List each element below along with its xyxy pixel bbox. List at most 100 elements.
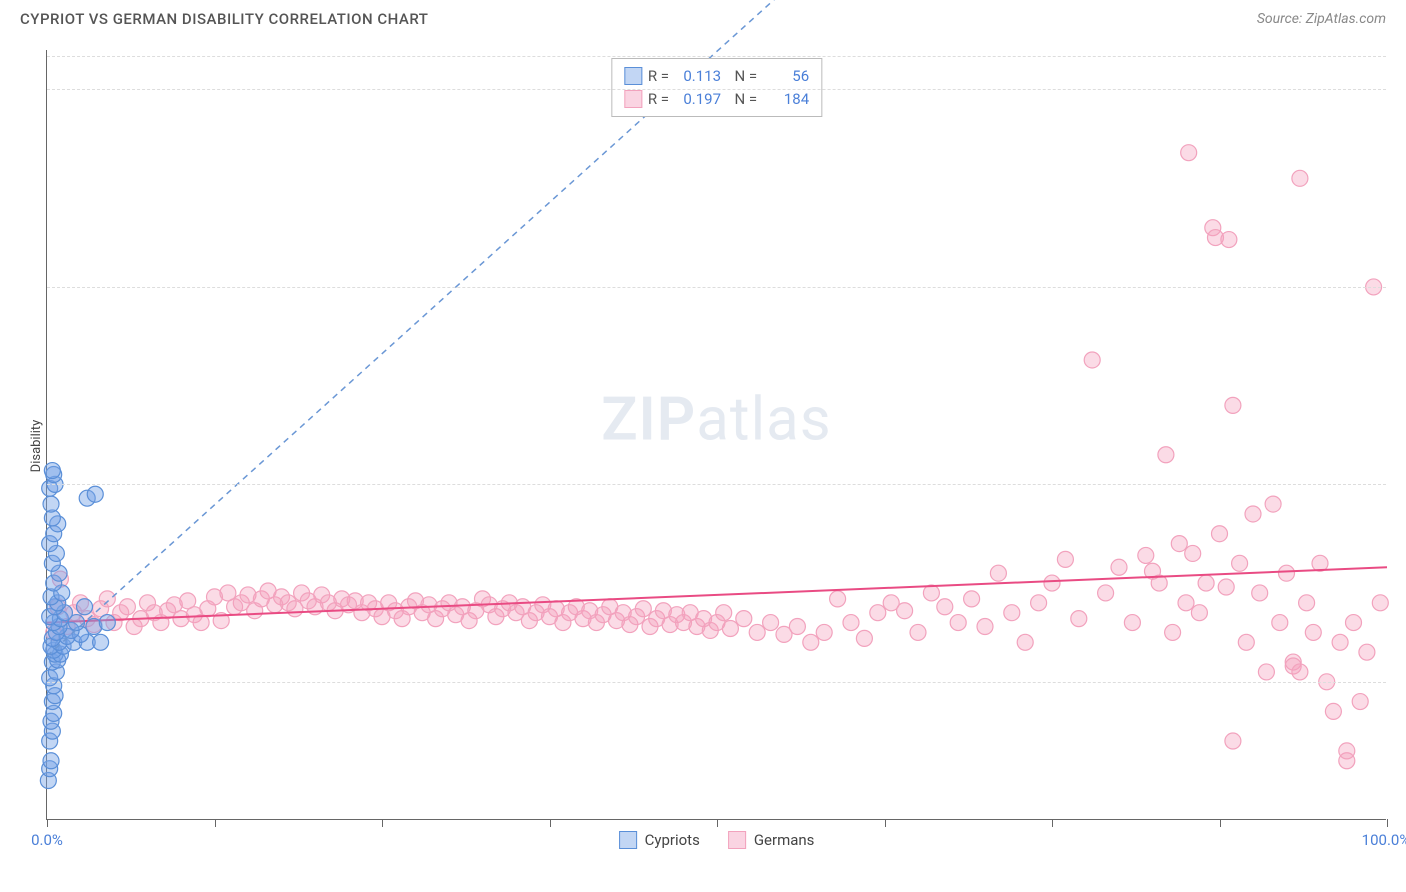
x-tick [1052, 819, 1053, 827]
data-point [1232, 555, 1248, 571]
r-label: R = [648, 65, 669, 88]
data-point [1071, 611, 1087, 627]
data-point [1279, 565, 1295, 581]
data-point [830, 591, 846, 607]
x-tick [885, 819, 886, 827]
gridline [47, 682, 1386, 683]
data-point [789, 619, 805, 635]
r-value-b: 0.197 [675, 88, 721, 111]
data-point [977, 619, 993, 635]
data-point [1171, 536, 1187, 552]
data-point [1181, 145, 1197, 161]
data-point [1245, 506, 1261, 522]
data-point [1346, 615, 1362, 631]
x-tick [550, 819, 551, 827]
data-point [816, 624, 832, 640]
x-axis-min-label: 0.0% [31, 831, 63, 849]
data-point [1124, 615, 1140, 631]
data-point [749, 624, 765, 640]
r-value-a: 0.113 [675, 65, 721, 88]
gridline [47, 56, 1386, 57]
data-point [93, 634, 109, 650]
stats-row-b: R = 0.197 N = 184 [624, 88, 809, 111]
data-point [843, 615, 859, 631]
data-point [87, 486, 103, 502]
data-point [964, 591, 980, 607]
stats-row-a: R = 0.113 N = 56 [624, 65, 809, 88]
x-tick [215, 819, 216, 827]
data-point [870, 605, 886, 621]
data-point [1198, 575, 1214, 591]
legend-item-a: Cypriots [619, 831, 700, 849]
data-point [1225, 397, 1241, 413]
data-point [950, 615, 966, 631]
data-point [1044, 575, 1060, 591]
chart-title: CYPRIOT VS GERMAN DISABILITY CORRELATION… [20, 10, 428, 28]
x-tick [1220, 819, 1221, 827]
data-point [635, 601, 651, 617]
data-point [1238, 634, 1254, 650]
data-point [763, 615, 779, 631]
data-point [1265, 496, 1281, 512]
x-tick [1387, 819, 1388, 827]
data-point [1325, 703, 1341, 719]
stats-legend: R = 0.113 N = 56 R = 0.197 N = 184 [611, 58, 822, 117]
gridline [47, 89, 1386, 90]
data-point [1299, 595, 1315, 611]
swatch-a-icon [619, 831, 637, 849]
data-point [1352, 694, 1368, 710]
data-point [1084, 352, 1100, 368]
x-axis-max-label: 100.0% [1362, 831, 1406, 849]
data-point [1372, 595, 1388, 611]
data-point [99, 591, 115, 607]
data-point [722, 620, 738, 636]
swatch-b-icon [624, 90, 642, 108]
data-point [923, 585, 939, 601]
data-point [1339, 743, 1355, 759]
n-value-b: 184 [763, 88, 809, 111]
bottom-legend: Cypriots Germans [619, 831, 815, 849]
data-point [856, 630, 872, 646]
data-point [1178, 595, 1194, 611]
data-point [1359, 644, 1375, 660]
data-point [1292, 170, 1308, 186]
data-point [1225, 733, 1241, 749]
legend-label-b: Germans [754, 831, 815, 849]
x-tick [717, 819, 718, 827]
r-label: R = [648, 88, 669, 111]
swatch-b-icon [728, 831, 746, 849]
data-point [1272, 615, 1288, 631]
data-point [1004, 605, 1020, 621]
data-point [43, 496, 59, 512]
y-axis-label: Disability [29, 420, 44, 473]
data-point [1218, 579, 1234, 595]
data-point [1252, 585, 1268, 601]
x-tick [47, 819, 48, 827]
gridline [47, 484, 1386, 485]
data-point [1098, 585, 1114, 601]
chart-plot-area: ZIPatlas R = 0.113 N = 56 R = 0.197 N = … [46, 50, 1386, 820]
source-label: Source: ZipAtlas.com [1257, 11, 1386, 27]
data-point [77, 599, 93, 615]
data-point [990, 565, 1006, 581]
data-point [1191, 605, 1207, 621]
data-point [1158, 447, 1174, 463]
data-point [44, 463, 60, 479]
n-value-a: 56 [763, 65, 809, 88]
data-point [1212, 526, 1228, 542]
data-point [1017, 634, 1033, 650]
gridline [47, 287, 1386, 288]
data-point [1221, 232, 1237, 248]
data-point [1305, 624, 1321, 640]
data-point [99, 615, 115, 631]
data-point [119, 599, 135, 615]
data-point [1292, 664, 1308, 680]
swatch-a-icon [624, 67, 642, 85]
data-point [897, 603, 913, 619]
data-point [1111, 559, 1127, 575]
data-point [1165, 624, 1181, 640]
legend-label-a: Cypriots [645, 831, 700, 849]
data-point [1031, 595, 1047, 611]
n-label: N = [727, 88, 757, 111]
data-point [1057, 551, 1073, 567]
